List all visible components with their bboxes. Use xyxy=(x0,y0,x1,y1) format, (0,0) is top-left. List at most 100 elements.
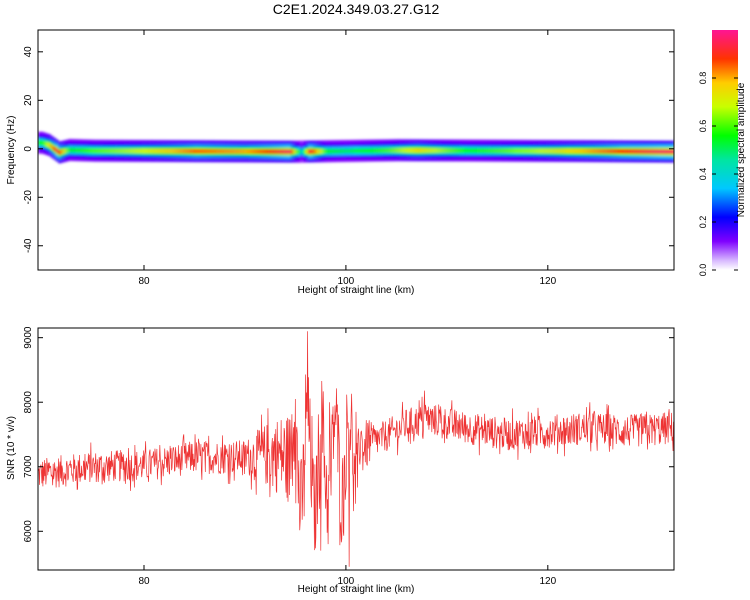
snr-y-tick-label: 6000 xyxy=(23,520,34,543)
spectrogram-cell xyxy=(396,148,400,153)
spectrogram-cell xyxy=(386,148,390,153)
spectrogram-cell xyxy=(68,147,72,153)
spectrogram-cell xyxy=(368,148,372,153)
spectrogram-frame xyxy=(37,29,675,271)
spectrogram-cell xyxy=(305,149,309,154)
spectrogram-cell xyxy=(555,148,559,154)
spectrogram-cell xyxy=(479,148,483,153)
spectrogram-cell xyxy=(338,148,342,154)
spectrogram-cell xyxy=(378,148,382,153)
spectrogram-cell xyxy=(499,148,503,153)
spectrogram-cell xyxy=(277,149,281,154)
spectrogram-cell xyxy=(191,149,196,154)
spectrogram-cell xyxy=(179,148,183,154)
spectrogram-cell xyxy=(136,148,140,154)
spectrogram-cell xyxy=(517,148,521,154)
spectrogram-cell xyxy=(648,149,652,154)
spectrogram-cell xyxy=(184,148,188,154)
snr-x-tick-label: 80 xyxy=(138,576,150,587)
spectrogram-cell xyxy=(451,148,456,153)
spectrogram-cell xyxy=(361,148,365,153)
spectrogram-cell xyxy=(353,148,357,154)
spectrogram-cell xyxy=(371,148,375,153)
spectrogram-cell xyxy=(661,149,665,154)
spectrogram-cell xyxy=(297,149,302,154)
snr-series-line xyxy=(38,331,674,567)
figure-title: C2E1.2024.349.03.27.G12 xyxy=(272,1,440,17)
spectrogram-cell xyxy=(171,148,175,154)
spectrogram-cell xyxy=(484,148,488,153)
spectrogram-cell xyxy=(217,149,221,154)
spectrogram-cell xyxy=(532,148,536,154)
spectrogram-cell xyxy=(363,148,367,153)
spectrogram-cell xyxy=(93,148,97,153)
spectrogram-cell xyxy=(91,148,95,153)
spectrogram-cell xyxy=(267,149,271,154)
spectrogram-cell xyxy=(494,148,498,153)
spectrogram-cell xyxy=(295,149,299,154)
spectrogram-cell xyxy=(469,148,473,153)
spectrogram-cell xyxy=(280,149,284,154)
spectrogram-cell xyxy=(318,149,322,154)
spectrogram-cell xyxy=(232,149,236,154)
snr-x-tick-label: 100 xyxy=(338,576,355,587)
spectrogram-cell xyxy=(315,149,319,154)
spectrogram-cell xyxy=(151,148,155,154)
spectrogram-cell xyxy=(212,149,216,154)
spectrogram-cell xyxy=(489,148,493,153)
spectrogram-cell xyxy=(282,149,286,154)
spectrogram-cell xyxy=(613,149,617,154)
spectrogram-cell xyxy=(133,148,138,154)
spectrogram-cell xyxy=(121,148,125,154)
spectrogram-cell xyxy=(441,148,445,153)
spectrogram-cell xyxy=(419,148,423,153)
spectrogram-cell xyxy=(154,148,158,154)
spectrogram-cell xyxy=(497,148,501,153)
spectrogram-cell xyxy=(330,149,334,154)
spectrogram-cell xyxy=(144,148,148,154)
spectrogram-cell xyxy=(477,148,481,153)
spectrogram-cell xyxy=(565,148,569,154)
spectrogram-cell xyxy=(219,149,223,154)
spectrogram-cell xyxy=(525,148,529,154)
spectrogram-cell xyxy=(545,148,549,154)
spectrogram-cell xyxy=(229,149,233,154)
spectrogram-cell xyxy=(83,148,87,153)
spectrogram-cell xyxy=(275,149,279,154)
spectrogram-cell xyxy=(633,149,637,154)
spectrogram-cell xyxy=(615,149,620,154)
snr-y-tick-label: 7000 xyxy=(23,455,34,478)
spectrogram-cell xyxy=(197,149,201,154)
spectrogram-cell xyxy=(207,149,211,154)
spectrogram-cell xyxy=(320,149,324,154)
spectrogram-cell xyxy=(454,148,458,153)
spectrogram-cell xyxy=(340,148,344,154)
spectrogram-y-axis-label: Frequency (Hz) xyxy=(6,116,17,185)
spectrogram-y-tick-label: -40 xyxy=(23,238,34,253)
spectrogram-cell xyxy=(426,148,430,153)
spectrogram-cell xyxy=(161,148,165,154)
spectrogram-cell xyxy=(118,148,122,154)
spectrogram-cell xyxy=(272,149,276,154)
spectrogram-cell xyxy=(547,148,551,154)
spectrogram-cell xyxy=(583,148,587,154)
spectrogram-cell xyxy=(55,148,59,153)
spectrogram-cell xyxy=(333,148,337,154)
spectrogram-cell xyxy=(209,149,213,154)
spectrogram-cell xyxy=(467,148,471,153)
spectrogram-cell xyxy=(194,149,198,154)
spectrogram-cell xyxy=(73,147,77,153)
spectrogram-cell xyxy=(550,148,554,154)
spectrogram-cell xyxy=(593,149,597,154)
colorbar-ticks: 0.0 0.2 0.4 0.6 0.8 xyxy=(698,72,738,276)
spectrogram-cell xyxy=(250,149,254,154)
spectrogram-ticks: 80 100 120 -40 -20 0 20 40 xyxy=(23,30,674,287)
spectrogram-cell xyxy=(421,148,425,153)
spectrogram-cell xyxy=(474,148,478,153)
spectrogram-cell xyxy=(646,149,650,154)
spectrogram-cell xyxy=(449,148,453,153)
spectrogram-cell xyxy=(303,149,307,154)
spectrogram-cell xyxy=(600,149,604,154)
spectrogram-cell xyxy=(227,149,231,154)
spectrogram-cell xyxy=(96,148,100,153)
